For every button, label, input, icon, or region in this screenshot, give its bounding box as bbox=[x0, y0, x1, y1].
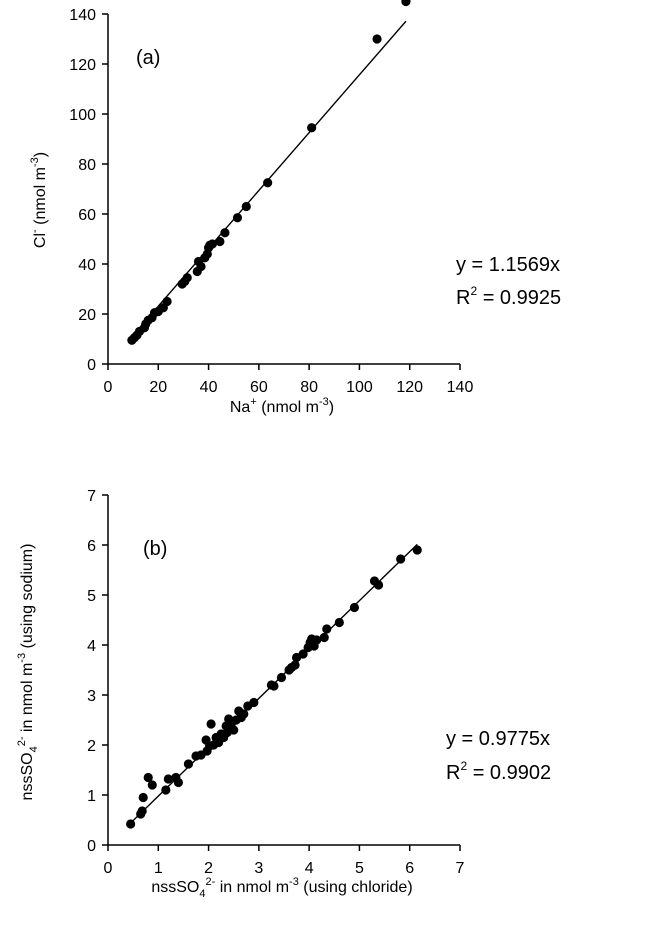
chart-a-panel-label: (a) bbox=[136, 47, 160, 69]
x-tick-label: 40 bbox=[200, 379, 218, 396]
x-tick-label: 1 bbox=[154, 860, 163, 877]
data-point bbox=[412, 545, 422, 555]
x-tick-label: 0 bbox=[104, 860, 113, 877]
data-point bbox=[137, 806, 147, 816]
chart-b: 0 1 2 3 4 5 6 7 0 1 2 3 4 5 6 7 (b) y = 0.9775x R2 = 0… bbox=[16, 488, 551, 900]
x-tick-label: 80 bbox=[300, 379, 318, 396]
x-tick-label: 20 bbox=[149, 379, 167, 396]
chart-b-y-axis-title: nssSO42- in nmol m-3 (using sodium) bbox=[16, 544, 40, 801]
data-point bbox=[162, 296, 172, 307]
data-point bbox=[232, 213, 243, 223]
chart-b-r2: R2 = 0.9902 bbox=[446, 759, 551, 784]
data-point bbox=[161, 785, 171, 795]
data-point bbox=[372, 34, 382, 44]
data-point bbox=[319, 632, 329, 643]
y-tick-label: 1 bbox=[87, 788, 96, 805]
data-point bbox=[196, 261, 206, 272]
data-point bbox=[249, 697, 259, 708]
chart-b-plot-area: 0 1 2 3 4 5 6 7 0 1 2 3 4 5 6 7 bbox=[87, 488, 464, 877]
chart-a-x-ticks: 0 20 40 60 80 100 120 140 bbox=[104, 364, 474, 396]
x-tick-label: 140 bbox=[447, 379, 474, 396]
chart-a-plot-area: 0 20 40 60 80 100 120 140 0 20 40 60 80 100 120 140 bbox=[69, 0, 473, 396]
y-tick-label: 2 bbox=[87, 738, 96, 755]
data-point bbox=[147, 780, 157, 790]
y-tick-label: 0 bbox=[87, 357, 96, 374]
data-point bbox=[173, 777, 183, 788]
data-point bbox=[401, 0, 411, 7]
y-tick-label: 6 bbox=[87, 538, 96, 555]
chart-b-y-ticks: 0 1 2 3 4 5 6 7 bbox=[87, 488, 108, 855]
x-tick-label: 6 bbox=[405, 860, 414, 877]
data-point bbox=[322, 624, 332, 634]
chart-a-y-axis-title: Cl- (nmol m-3) bbox=[29, 152, 49, 248]
x-tick-label: 0 bbox=[104, 379, 113, 396]
data-point bbox=[276, 672, 287, 683]
chart-a-y-ticks: 0 20 40 60 80 100 120 140 bbox=[69, 7, 108, 374]
x-tick-label: 7 bbox=[456, 860, 465, 877]
data-point bbox=[215, 236, 225, 247]
data-point bbox=[143, 772, 153, 783]
y-tick-label: 40 bbox=[78, 257, 96, 274]
y-tick-label: 3 bbox=[87, 688, 96, 705]
chart-b-x-ticks: 0 1 2 3 4 5 6 7 bbox=[104, 845, 465, 877]
chart-b-points bbox=[126, 545, 422, 829]
chart-a-points bbox=[127, 0, 411, 345]
chart-b-equation: y = 0.9775x bbox=[446, 728, 550, 750]
y-tick-label: 4 bbox=[87, 638, 96, 655]
x-tick-label: 120 bbox=[396, 379, 423, 396]
data-point bbox=[373, 580, 384, 590]
data-point bbox=[290, 660, 300, 670]
data-point bbox=[312, 635, 322, 645]
data-point bbox=[163, 774, 173, 784]
data-point bbox=[239, 709, 249, 719]
y-tick-label: 0 bbox=[87, 838, 96, 855]
y-tick-label: 100 bbox=[69, 107, 96, 124]
data-point bbox=[229, 725, 239, 735]
chart-a-equation: y = 1.1569x bbox=[456, 254, 560, 276]
data-point bbox=[207, 239, 217, 249]
x-tick-label: 4 bbox=[305, 860, 314, 877]
chart-b-x-axis-title: nssSO42- in nmol m-3 (using chloride) bbox=[151, 876, 412, 900]
data-point bbox=[396, 554, 406, 564]
chart-a: 0 20 40 60 80 100 120 140 0 20 40 60 80 100 120 140 (a… bbox=[29, 0, 561, 416]
data-point bbox=[298, 649, 308, 659]
chart-b-panel-label: (b) bbox=[143, 538, 167, 560]
x-tick-label: 60 bbox=[250, 379, 268, 396]
data-point bbox=[138, 792, 148, 803]
y-tick-label: 20 bbox=[78, 307, 96, 324]
data-point bbox=[269, 681, 279, 691]
data-point bbox=[263, 178, 273, 188]
data-point bbox=[206, 719, 216, 729]
data-point bbox=[307, 123, 317, 133]
y-tick-label: 140 bbox=[69, 7, 96, 24]
data-point bbox=[126, 819, 136, 829]
chart-a-x-axis-title: Na+ (nmol m-3) bbox=[230, 396, 334, 416]
data-point bbox=[220, 228, 230, 238]
x-tick-label: 5 bbox=[355, 860, 364, 877]
data-point bbox=[183, 759, 194, 769]
x-tick-label: 100 bbox=[346, 379, 373, 396]
data-point bbox=[241, 201, 251, 212]
data-point bbox=[182, 273, 192, 283]
data-point bbox=[334, 617, 344, 628]
y-tick-label: 80 bbox=[78, 157, 96, 174]
data-point bbox=[349, 602, 359, 613]
x-tick-label: 2 bbox=[204, 860, 213, 877]
chart-a-r2: R2 = 0.9925 bbox=[456, 284, 561, 309]
y-tick-label: 7 bbox=[87, 488, 96, 505]
y-tick-label: 120 bbox=[69, 57, 96, 74]
y-tick-label: 5 bbox=[87, 588, 96, 605]
y-tick-label: 60 bbox=[78, 207, 96, 224]
x-tick-label: 3 bbox=[254, 860, 263, 877]
